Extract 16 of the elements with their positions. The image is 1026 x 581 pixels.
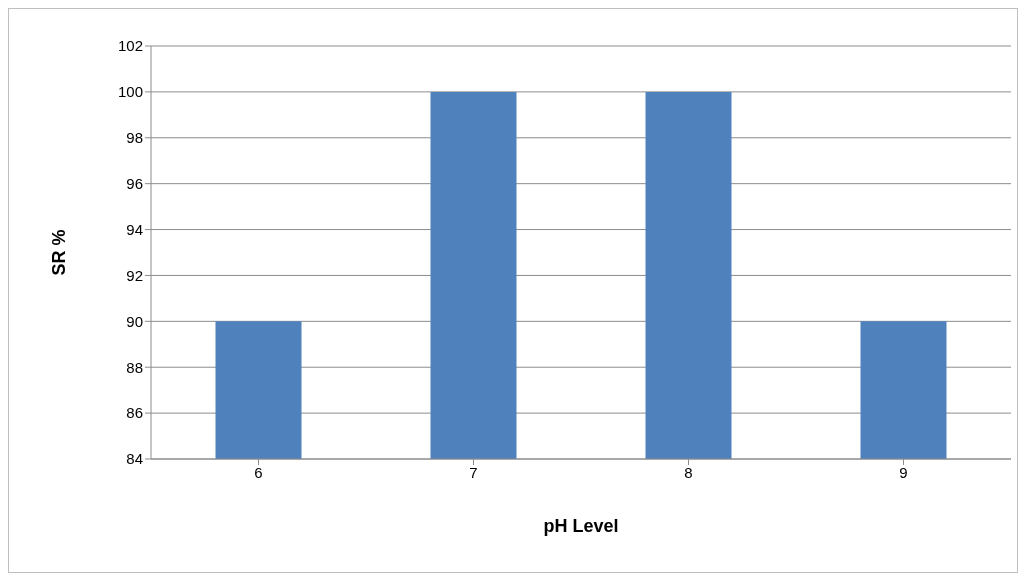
y-tick-label: 90 — [126, 312, 143, 330]
y-tick-label: 102 — [117, 37, 143, 55]
x-tick-label: 8 — [684, 463, 693, 481]
y-tick-label: 84 — [126, 450, 143, 468]
y-tick-label: 92 — [126, 266, 143, 284]
y-tick-label: 100 — [117, 83, 143, 101]
x-axis-title: pH Level — [543, 515, 619, 536]
x-tick-label: 7 — [469, 463, 478, 481]
y-axis-title: SR % — [49, 229, 70, 276]
y-tick-label: 94 — [126, 220, 143, 238]
x-tick-label: 6 — [254, 463, 263, 481]
y-tick-label: 96 — [126, 174, 143, 192]
y-tick-label: 86 — [126, 404, 143, 422]
y-tick-label: 88 — [126, 358, 143, 376]
y-tick-label: 98 — [126, 129, 143, 147]
x-tick-label: 9 — [899, 463, 908, 481]
